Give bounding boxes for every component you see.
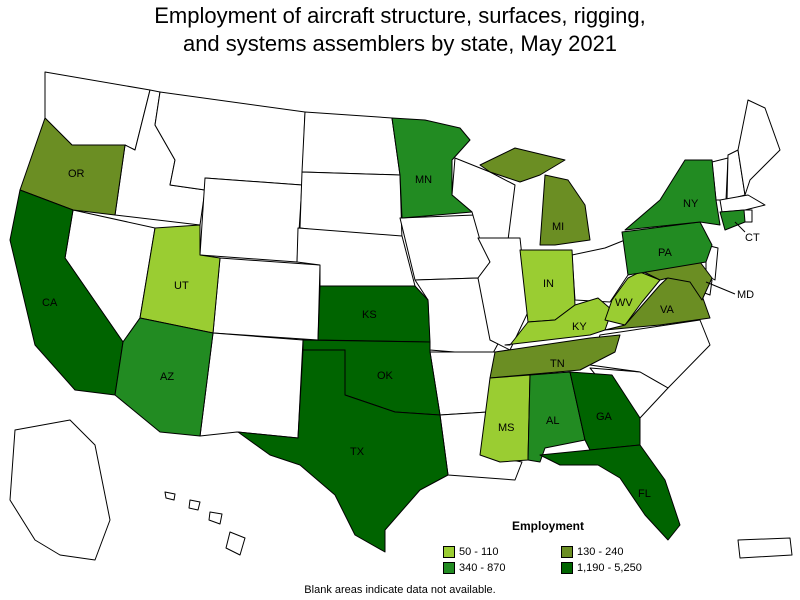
label-mi: MI (552, 221, 564, 233)
map-title-line-1: Employment of aircraft structure, surfac… (154, 3, 646, 28)
label-az: AZ (160, 371, 174, 383)
label-ut: UT (174, 280, 189, 292)
state-hi[interactable] (164, 491, 246, 556)
legend-label-3: 340 - 870 (459, 562, 506, 574)
label-fl: FL (638, 488, 651, 500)
label-wv: WV (615, 297, 633, 309)
state-ms[interactable] (479, 374, 531, 463)
legend-swatch-4 (561, 562, 573, 574)
state-ky[interactable] (504, 297, 613, 346)
label-ny: NY (683, 198, 699, 210)
label-pa: PA (658, 247, 673, 259)
legend-label-1: 50 - 110 (459, 546, 499, 558)
legend-title: Employment (512, 519, 585, 533)
label-ca: CA (42, 297, 58, 309)
legend-item-4: 1,190 - 5,250 (561, 562, 642, 574)
map-title: Employment of aircraft structure, surfac… (0, 2, 800, 58)
state-mt[interactable] (154, 91, 306, 191)
label-ky: KY (572, 321, 587, 333)
label-ok: OK (377, 370, 394, 382)
label-leader-lines (705, 221, 746, 295)
label-al: AL (546, 415, 559, 427)
state-az[interactable] (114, 317, 214, 437)
legend-item-2: 130 - 240 (561, 546, 623, 558)
label-ks: KS (362, 309, 377, 321)
state-wv[interactable] (604, 271, 661, 326)
state-tx[interactable] (237, 349, 449, 553)
legend-swatch-3 (443, 562, 455, 574)
label-ms: MS (498, 422, 515, 434)
label-tx: TX (350, 446, 365, 458)
label-va: VA (660, 304, 675, 316)
legend-item-3: 340 - 870 (443, 562, 505, 574)
state-ma[interactable] (719, 194, 766, 213)
state-mn[interactable] (391, 117, 473, 219)
state-ny[interactable] (624, 159, 721, 231)
footnote: Blank areas indicate data not available. (304, 584, 496, 596)
state-wy[interactable] (199, 177, 303, 263)
state-nd[interactable] (301, 111, 401, 176)
ct-leader-line (734, 221, 746, 233)
state-md[interactable] (639, 261, 713, 301)
territory-pr[interactable] (737, 537, 793, 559)
label-ga: GA (596, 411, 613, 423)
label-mn: MN (415, 174, 432, 186)
state-mi[interactable] (479, 147, 591, 246)
label-tn: TN (550, 358, 565, 370)
legend-label-2: 130 - 240 (577, 546, 624, 558)
legend-swatch-1 (443, 546, 455, 558)
md-leader-line (705, 281, 736, 295)
label-or: OR (68, 168, 85, 180)
state-layer-data (9, 117, 746, 553)
label-ct: CT (745, 232, 760, 244)
legend-item-1: 50 - 110 (443, 546, 499, 558)
legend-swatch-2 (561, 546, 573, 558)
label-in: IN (543, 278, 554, 290)
state-ak[interactable] (9, 419, 111, 561)
map-title-line-2: and systems assemblers by state, May 202… (182, 31, 618, 56)
state-nm[interactable] (199, 332, 304, 439)
state-me[interactable] (737, 99, 781, 196)
state-labels: OR CA UT AZ KS OK TX MN MI IN KY TN MS A… (42, 168, 760, 500)
label-md: MD (737, 289, 754, 301)
state-ks[interactable] (317, 285, 431, 343)
state-co[interactable] (212, 257, 321, 341)
legend-label-4: 1,190 - 5,250 (577, 562, 642, 574)
state-ct[interactable] (719, 209, 746, 231)
state-fl[interactable] (539, 444, 681, 541)
